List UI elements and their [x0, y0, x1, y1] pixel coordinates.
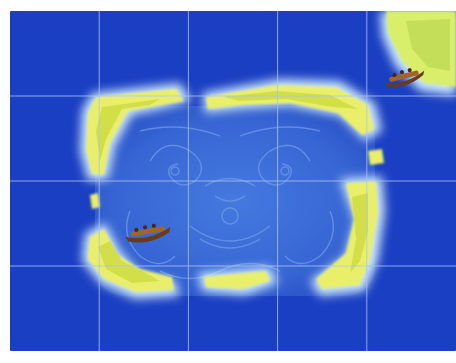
board-tile-r3c4[interactable]	[367, 266, 456, 351]
board-tile-r2c1[interactable]	[99, 181, 188, 266]
board-tile-r0c0[interactable]	[10, 11, 99, 96]
board-tile-r2c2[interactable]	[188, 181, 277, 266]
board-tile-r2c3[interactable]	[278, 181, 367, 266]
board-tile-r1c3[interactable]	[278, 96, 367, 181]
board-tile-r0c3[interactable]	[278, 11, 367, 96]
board-tile-r3c2[interactable]	[188, 266, 277, 351]
corner-land-texture	[406, 19, 450, 71]
game-board	[10, 11, 456, 351]
board-tile-r3c0[interactable]	[10, 266, 99, 351]
board-tile-r1c0[interactable]	[10, 96, 99, 181]
island-islet-right	[368, 149, 384, 165]
board-tile-r0c2[interactable]	[188, 11, 277, 96]
board-tile-r3c3[interactable]	[278, 266, 367, 351]
board-tile-r0c4[interactable]	[367, 11, 456, 96]
board-tile-r1c4[interactable]	[367, 96, 456, 181]
canoe-piece[interactable]	[382, 65, 427, 90]
canoe-icon	[383, 68, 425, 87]
canoe-piece[interactable]	[124, 221, 172, 245]
board-tile-r3c1[interactable]	[99, 266, 188, 351]
canoe-icon	[125, 223, 171, 243]
tile-grid	[10, 11, 456, 351]
board-tile-r0c1[interactable]	[99, 11, 188, 96]
board-tile-r2c4[interactable]	[367, 181, 456, 266]
board-tile-r1c1[interactable]	[99, 96, 188, 181]
island-bottom-center	[204, 271, 270, 289]
island-islet-left	[90, 193, 100, 209]
board-tile-r1c2[interactable]	[188, 96, 277, 181]
tile-layer	[10, 11, 456, 351]
board-tile-r2c0[interactable]	[10, 181, 99, 266]
